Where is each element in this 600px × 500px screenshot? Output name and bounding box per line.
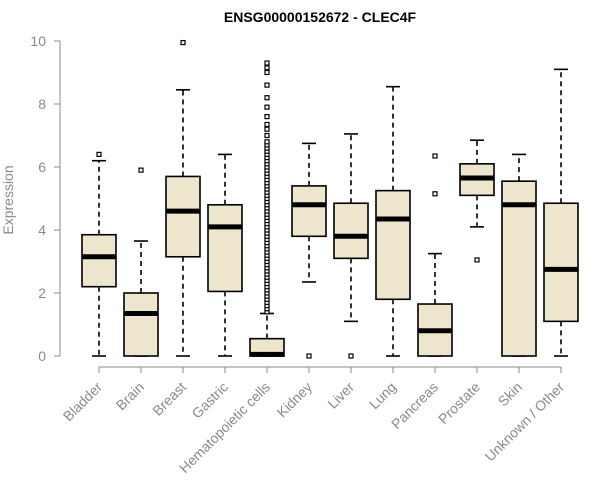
box-group-unknown-other (543, 68, 579, 357)
iqr-box (207, 204, 243, 293)
outlier-point (264, 126, 270, 132)
x-tick-label: Kidney (274, 379, 316, 421)
outlier-point (264, 60, 270, 66)
outlier-point (264, 95, 270, 101)
box-group-liver (333, 133, 369, 359)
outlier-point (264, 69, 270, 76)
outlier-point (138, 167, 144, 173)
iqr-box (291, 185, 327, 238)
x-tick-label: Pancreas (388, 379, 441, 432)
plot-area (81, 39, 579, 359)
y-tick-label: 2 (38, 285, 46, 301)
box-group-lung (375, 85, 411, 357)
y-tick-label: 4 (38, 222, 46, 238)
box-group-prostate (459, 139, 495, 263)
y-tick-label: 6 (38, 159, 46, 175)
iqr-box (81, 233, 117, 288)
outlier-point (264, 82, 270, 88)
box-group-breast (165, 39, 201, 357)
outlier-point (264, 139, 270, 145)
outlier-point (96, 151, 102, 157)
x-tick-label: Brain (113, 379, 147, 413)
box-group-skin (501, 153, 537, 357)
x-tick-label: Prostate (435, 379, 483, 427)
outlier-point (432, 153, 438, 159)
x-tick-label: Lung (366, 379, 399, 412)
y-tick-label: 0 (38, 348, 46, 364)
outlier-point (306, 353, 312, 359)
box-group-bladder (81, 151, 117, 357)
box-group-gastric (207, 153, 243, 357)
outlier-point (264, 132, 270, 139)
box-group-kidney (291, 142, 327, 359)
x-tick-label: Bladder (60, 379, 106, 425)
iqr-box (165, 175, 201, 258)
chart-title: ENSG00000152672 - CLEC4F (224, 9, 417, 25)
y-tick-label: 10 (30, 33, 46, 49)
outlier-point (474, 257, 480, 263)
x-tick-label: Unknown / Other (482, 379, 568, 465)
outlier-point (432, 191, 438, 197)
iqr-box (123, 292, 159, 357)
x-tick-label: Skin (495, 379, 526, 410)
iqr-box (333, 202, 369, 260)
x-tick-label: Liver (324, 379, 357, 412)
outlier-point (264, 121, 270, 128)
outlier-point (264, 113, 270, 120)
outlier-point (264, 104, 270, 110)
x-tick-label: Breast (149, 379, 189, 419)
iqr-box (543, 202, 579, 323)
outlier-point (264, 65, 270, 71)
box-group-pancreas (417, 153, 453, 357)
box-group-hematopoietic-cells (249, 60, 285, 357)
iqr-box (501, 180, 537, 357)
box-group-brain (123, 167, 159, 357)
y-axis-label: Expression (0, 165, 16, 234)
y-tick-label: 8 (38, 96, 46, 112)
iqr-box (375, 189, 411, 301)
outlier-point (348, 353, 354, 359)
outlier-point (180, 39, 186, 46)
